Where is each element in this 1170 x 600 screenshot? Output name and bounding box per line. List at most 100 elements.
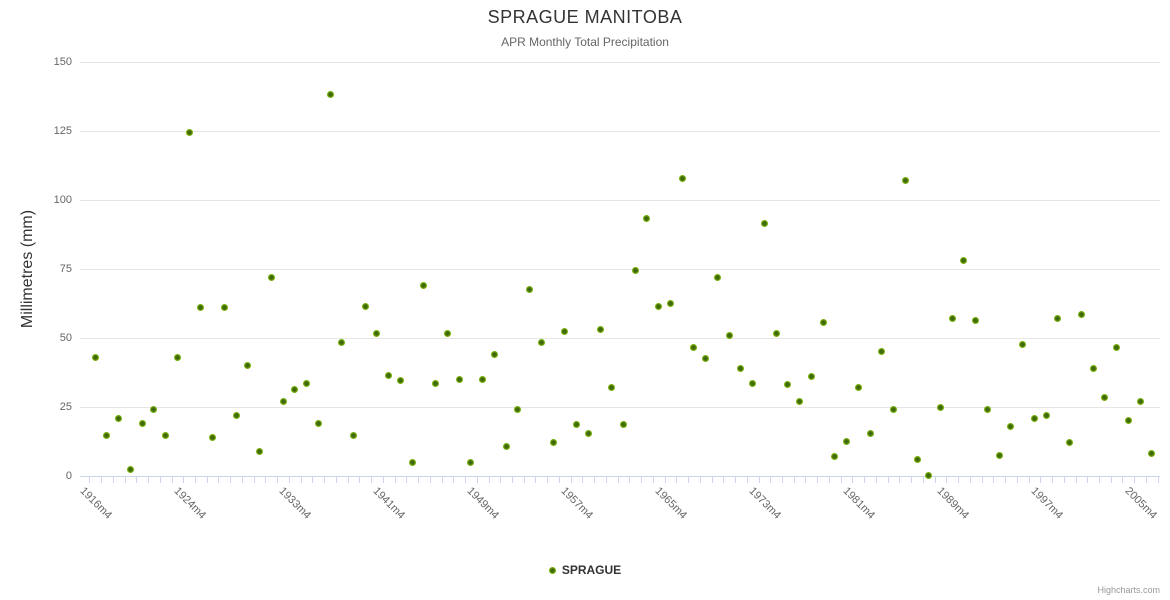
data-point[interactable] bbox=[831, 453, 839, 461]
data-point[interactable] bbox=[326, 90, 334, 98]
legend-item-sprague[interactable]: SPRAGUE bbox=[0, 563, 1170, 577]
data-point[interactable] bbox=[620, 421, 627, 429]
data-point[interactable] bbox=[291, 385, 299, 393]
data-point[interactable] bbox=[854, 384, 862, 392]
x-axis-tick bbox=[535, 476, 537, 483]
data-point[interactable] bbox=[232, 411, 240, 419]
x-axis-tick bbox=[899, 476, 901, 483]
data-point[interactable] bbox=[972, 316, 980, 324]
data-point[interactable] bbox=[443, 330, 451, 338]
data-point[interactable] bbox=[244, 362, 252, 370]
data-point[interactable] bbox=[596, 326, 604, 334]
data-point[interactable] bbox=[479, 375, 487, 383]
data-point[interactable] bbox=[1077, 311, 1085, 319]
data-point[interactable] bbox=[573, 421, 580, 429]
data-point[interactable] bbox=[561, 327, 569, 335]
data-point[interactable] bbox=[185, 129, 193, 137]
y-gridline bbox=[80, 338, 1160, 339]
data-point[interactable] bbox=[1054, 315, 1062, 323]
data-point[interactable] bbox=[361, 302, 369, 310]
data-point[interactable] bbox=[925, 471, 933, 479]
data-point[interactable] bbox=[1124, 417, 1132, 425]
data-point[interactable] bbox=[1019, 341, 1027, 349]
data-point[interactable] bbox=[514, 406, 522, 414]
data-point[interactable] bbox=[1089, 364, 1097, 372]
data-point[interactable] bbox=[1148, 450, 1156, 458]
data-point[interactable] bbox=[960, 257, 968, 265]
data-point[interactable] bbox=[1066, 439, 1074, 447]
data-point[interactable] bbox=[420, 282, 428, 290]
data-point[interactable] bbox=[702, 355, 710, 363]
data-point[interactable] bbox=[126, 465, 134, 473]
data-point[interactable] bbox=[995, 451, 1003, 459]
data-point[interactable] bbox=[197, 304, 205, 312]
data-point[interactable] bbox=[784, 381, 792, 389]
highcharts-credit[interactable]: Highcharts.com bbox=[1097, 585, 1160, 595]
data-point[interactable] bbox=[983, 406, 991, 414]
data-point[interactable] bbox=[173, 353, 181, 361]
data-point[interactable] bbox=[948, 315, 956, 323]
data-point[interactable] bbox=[796, 398, 804, 405]
data-point[interactable] bbox=[162, 432, 170, 440]
data-point[interactable] bbox=[537, 338, 545, 346]
data-point[interactable] bbox=[890, 406, 897, 414]
data-point[interactable] bbox=[913, 455, 921, 463]
data-point[interactable] bbox=[385, 371, 393, 379]
x-axis-tick bbox=[101, 476, 102, 483]
data-point[interactable] bbox=[643, 214, 651, 222]
data-point[interactable] bbox=[608, 384, 616, 392]
data-point[interactable] bbox=[901, 177, 909, 185]
data-point[interactable] bbox=[666, 300, 674, 308]
data-point[interactable] bbox=[490, 351, 498, 359]
data-point[interactable] bbox=[138, 420, 146, 427]
data-point[interactable] bbox=[1101, 393, 1109, 401]
data-point[interactable] bbox=[91, 353, 99, 361]
data-point[interactable] bbox=[373, 330, 381, 338]
data-point[interactable] bbox=[843, 437, 850, 445]
data-point[interactable] bbox=[350, 432, 357, 440]
data-point[interactable] bbox=[1113, 344, 1120, 352]
x-axis-tick bbox=[347, 476, 349, 483]
data-point[interactable] bbox=[103, 432, 111, 440]
data-point[interactable] bbox=[314, 420, 322, 427]
data-point[interactable] bbox=[749, 380, 757, 387]
data-point[interactable] bbox=[878, 348, 886, 356]
data-point[interactable] bbox=[1007, 422, 1015, 430]
data-point[interactable] bbox=[432, 380, 440, 387]
data-point[interactable] bbox=[655, 302, 663, 310]
data-point[interactable] bbox=[338, 338, 346, 346]
data-point[interactable] bbox=[819, 319, 827, 327]
data-point[interactable] bbox=[866, 429, 874, 437]
data-point[interactable] bbox=[267, 273, 275, 281]
data-point[interactable] bbox=[690, 344, 698, 352]
x-axis-tick bbox=[112, 476, 114, 483]
data-point[interactable] bbox=[737, 364, 745, 372]
data-point[interactable] bbox=[209, 433, 217, 441]
data-point[interactable] bbox=[220, 304, 228, 312]
data-point[interactable] bbox=[150, 406, 158, 414]
data-point[interactable] bbox=[678, 174, 686, 182]
data-point[interactable] bbox=[631, 267, 639, 274]
data-point[interactable] bbox=[1042, 411, 1050, 419]
data-point[interactable] bbox=[1136, 398, 1144, 405]
data-point[interactable] bbox=[502, 443, 510, 451]
data-point[interactable] bbox=[396, 377, 404, 385]
data-point[interactable] bbox=[256, 447, 263, 455]
data-point[interactable] bbox=[279, 398, 287, 405]
data-point[interactable] bbox=[584, 429, 592, 437]
data-point[interactable] bbox=[115, 414, 123, 422]
data-point[interactable] bbox=[303, 380, 310, 387]
data-point[interactable] bbox=[1030, 414, 1038, 422]
data-point[interactable] bbox=[455, 375, 463, 383]
data-point[interactable] bbox=[725, 331, 733, 339]
data-point[interactable] bbox=[760, 220, 768, 228]
data-point[interactable] bbox=[526, 286, 533, 294]
data-point[interactable] bbox=[467, 458, 475, 466]
data-point[interactable] bbox=[408, 458, 416, 466]
data-point[interactable] bbox=[936, 403, 944, 411]
data-point[interactable] bbox=[549, 439, 557, 447]
data-point[interactable] bbox=[713, 273, 721, 281]
data-point[interactable] bbox=[772, 330, 780, 338]
x-axis-tick bbox=[1028, 476, 1030, 483]
data-point[interactable] bbox=[807, 373, 815, 381]
